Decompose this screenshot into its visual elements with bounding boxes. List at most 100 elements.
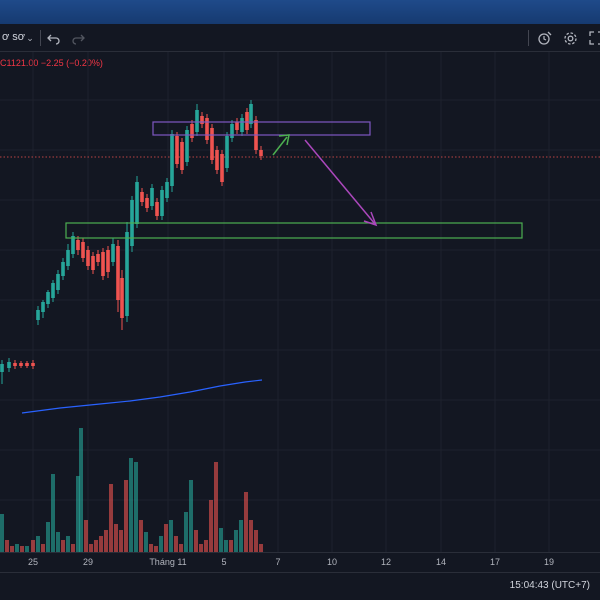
volume-bar (129, 458, 133, 552)
volume-bar (244, 492, 248, 552)
undo-icon[interactable] (44, 28, 64, 48)
chevron-down-icon[interactable]: ⌄ (26, 32, 34, 43)
candle (249, 100, 253, 128)
volume-bar (169, 520, 173, 552)
candle (46, 290, 50, 308)
candle (31, 360, 35, 369)
candle-body (41, 302, 45, 312)
time-axis-tick: Tháng 11 (149, 557, 187, 567)
volume-bar (119, 530, 123, 552)
volume-bar (249, 520, 253, 552)
volume-bar (149, 544, 153, 552)
candle-body (165, 182, 169, 198)
candle-body (51, 283, 55, 298)
candle-body (175, 136, 179, 164)
candle-body (91, 256, 95, 270)
toolbar-separator (528, 30, 529, 46)
candle (145, 194, 149, 212)
candle (81, 238, 85, 262)
candle-body (135, 182, 139, 224)
chart-type-label[interactable]: ơ sơ (2, 31, 25, 43)
time-axis-tick: 10 (326, 557, 338, 567)
legend-close-key: C (0, 58, 7, 68)
time-axis-tick: 29 (82, 557, 94, 567)
volume-bar (89, 544, 93, 552)
candle (245, 108, 249, 134)
candle (91, 252, 95, 274)
volume-bar (15, 544, 19, 552)
chart-grid (0, 52, 600, 552)
volume-bar (219, 528, 223, 552)
candle (240, 114, 244, 136)
alert-clock-icon[interactable] (534, 28, 554, 48)
legend-close-value: 1121.00 (6, 58, 39, 68)
volume-bar (239, 520, 243, 552)
candle-body (7, 362, 11, 368)
candle (200, 112, 204, 128)
time-axis[interactable]: 25 29 Tháng 11 5 7 10 12 14 17 19 (0, 552, 600, 573)
candle (125, 222, 129, 322)
down-arrow[interactable] (304, 139, 378, 227)
candle (111, 238, 115, 266)
price-chart[interactable] (0, 52, 600, 552)
status-clock: 15:04:43 (UTC+7) (509, 580, 590, 591)
candle (61, 258, 65, 280)
ohlc-legend: C1121.00 −2.25 (−0.20%) (0, 58, 103, 68)
candle (175, 132, 179, 168)
candle (205, 114, 209, 144)
candle-body (13, 363, 17, 366)
candle (230, 120, 234, 142)
candle-body (240, 118, 244, 132)
support-zone[interactable] (65, 222, 523, 239)
candle-body (96, 254, 100, 262)
candle (130, 196, 134, 252)
volume-bar (25, 546, 29, 552)
volume-bar (229, 540, 233, 552)
fullscreen-icon[interactable] (586, 28, 600, 48)
volume-bar (179, 544, 183, 552)
candle-body (180, 142, 184, 170)
volume-bar (259, 544, 263, 552)
candle-body (140, 192, 144, 202)
candle-body (61, 262, 65, 276)
volume-bar (51, 474, 55, 552)
candle-body (71, 236, 75, 254)
candle (160, 186, 164, 220)
volume-bar (204, 540, 208, 552)
volume-bar (139, 520, 143, 552)
volume-bar (189, 480, 193, 552)
candle-body (36, 310, 40, 320)
candle (51, 280, 55, 302)
candle (210, 124, 214, 164)
candle (36, 306, 40, 325)
volume-bar (184, 512, 188, 552)
volume-bar (109, 484, 113, 552)
candle (185, 126, 189, 166)
volume-bar (159, 536, 163, 552)
candle-body (259, 150, 263, 156)
candle (155, 198, 159, 220)
candle-body (145, 198, 149, 208)
candle (19, 361, 23, 368)
candle (76, 236, 80, 255)
volume-bar (99, 536, 103, 552)
up-arrow[interactable] (272, 134, 290, 156)
candle (41, 300, 45, 318)
candle-body (249, 104, 253, 124)
candle (180, 138, 184, 174)
legend-change: −2.25 (−0.20%) (40, 58, 103, 68)
volume-bar (214, 462, 218, 552)
redo-icon[interactable] (68, 28, 88, 48)
candle-body (76, 240, 80, 250)
volume-bar (41, 544, 45, 552)
candle-body (120, 278, 124, 318)
candle-body (230, 124, 234, 138)
resistance-zone[interactable] (152, 121, 371, 136)
candle-body (116, 246, 120, 300)
candle-body (245, 112, 249, 130)
moving-average-line (21, 379, 263, 414)
settings-icon[interactable] (560, 28, 580, 48)
candle-body (0, 364, 4, 372)
volume-bar (224, 540, 228, 552)
candle (235, 118, 239, 134)
